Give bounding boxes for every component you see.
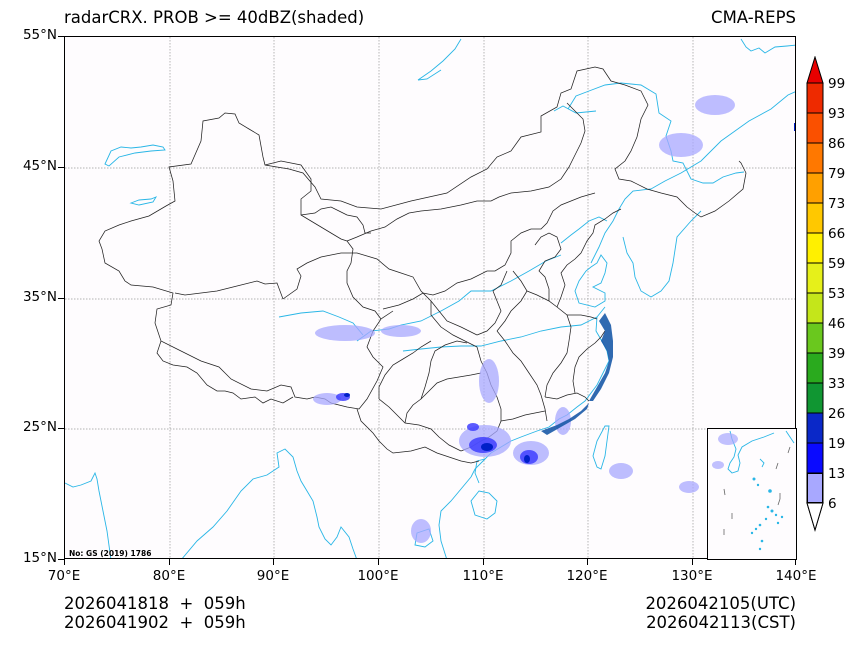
colorbar-label: 59: [828, 256, 846, 272]
lon-label-100: 100°E: [357, 568, 399, 584]
valid-time-block: 2026042105(UTC) 2026042113(CST): [645, 594, 796, 632]
lat-tick: [58, 167, 64, 169]
colorbar-graphic: [806, 55, 824, 532]
lat-tick: [58, 428, 64, 430]
lon-tick: [378, 559, 380, 565]
probability-shading: [313, 95, 795, 543]
colorbar-label: 86: [828, 136, 846, 152]
lat-tick: [58, 36, 64, 38]
colorbar-label: 53: [828, 286, 846, 302]
init-time-utc: 2026041818 + 059h: [64, 594, 246, 613]
lon-tick: [273, 559, 275, 565]
lon-tick: [587, 559, 589, 565]
colorbar: [806, 55, 824, 532]
colorbar-label: 46: [828, 316, 846, 332]
colorbar-label: 19: [828, 436, 846, 452]
lon-label-90: 90°E: [256, 568, 290, 584]
colorbar-label: 99: [828, 76, 846, 92]
south-china-sea-inset: [707, 428, 797, 560]
lon-tick: [692, 559, 694, 565]
colorbar-label: 26: [828, 406, 846, 422]
lat-label-55: 55°N: [22, 27, 57, 43]
colorbar-label: 6: [828, 496, 837, 512]
colorbar-under-arrow-wrap: [806, 502, 824, 532]
colorbar-over-arrow: [806, 55, 824, 84]
lon-label-120: 120°E: [566, 568, 608, 584]
lon-tick: [64, 559, 66, 565]
plot-title: radarCRX. PROB >= 40dBZ(shaded): [64, 8, 365, 27]
map-credit: No: GS (2019) 1786: [69, 549, 152, 558]
colorbar-label: 66: [828, 226, 846, 242]
init-time-block: 2026041818 + 059h 2026041902 + 059h: [64, 594, 246, 632]
gridlines: [65, 37, 795, 558]
lat-tick: [58, 298, 64, 300]
lon-label-140: 140°E: [775, 568, 817, 584]
valid-time-cst: 2026042113(CST): [646, 613, 796, 632]
colorbar-label: 73: [828, 196, 846, 212]
lat-label-15: 15°N: [22, 550, 57, 566]
lon-label-130: 130°E: [671, 568, 713, 584]
lon-tick: [795, 559, 797, 565]
colorbar-label: 79: [828, 166, 846, 182]
lat-label-25: 25°N: [22, 419, 57, 435]
map-canvas: [65, 37, 795, 558]
colorbar-label: 93: [828, 106, 846, 122]
init-time-cst: 2026041902 + 059h: [64, 613, 246, 632]
valid-time-utc: 2026042105(UTC): [645, 594, 796, 613]
lon-tick: [169, 559, 171, 565]
colorbar-label: 33: [828, 376, 846, 392]
lon-label-110: 110°E: [462, 568, 504, 584]
lon-label-80: 80°E: [152, 568, 186, 584]
lat-label-35: 35°N: [22, 289, 57, 305]
lon-tick: [483, 559, 485, 565]
colorbar-label: 39: [828, 346, 846, 362]
lon-label-70: 70°E: [47, 568, 81, 584]
borders: [98, 66, 747, 464]
lat-tick: [58, 559, 64, 561]
colorbar-label: 13: [828, 466, 846, 482]
map-panel: No: GS (2019) 1786: [64, 36, 796, 559]
model-name: CMA-REPS: [711, 8, 796, 27]
inset-map: [712, 430, 795, 551]
colorbar-lowest-segment: [807, 473, 823, 503]
lat-label-45: 45°N: [22, 158, 57, 174]
